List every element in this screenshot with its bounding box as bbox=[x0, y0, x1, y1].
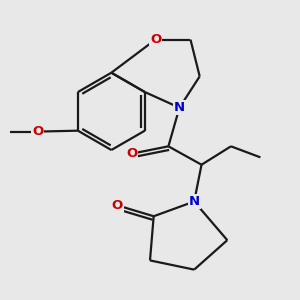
Text: O: O bbox=[150, 33, 161, 46]
Text: O: O bbox=[32, 125, 44, 138]
Text: N: N bbox=[189, 195, 200, 208]
Text: N: N bbox=[174, 101, 185, 114]
Text: O: O bbox=[126, 147, 137, 160]
Text: O: O bbox=[111, 199, 122, 212]
